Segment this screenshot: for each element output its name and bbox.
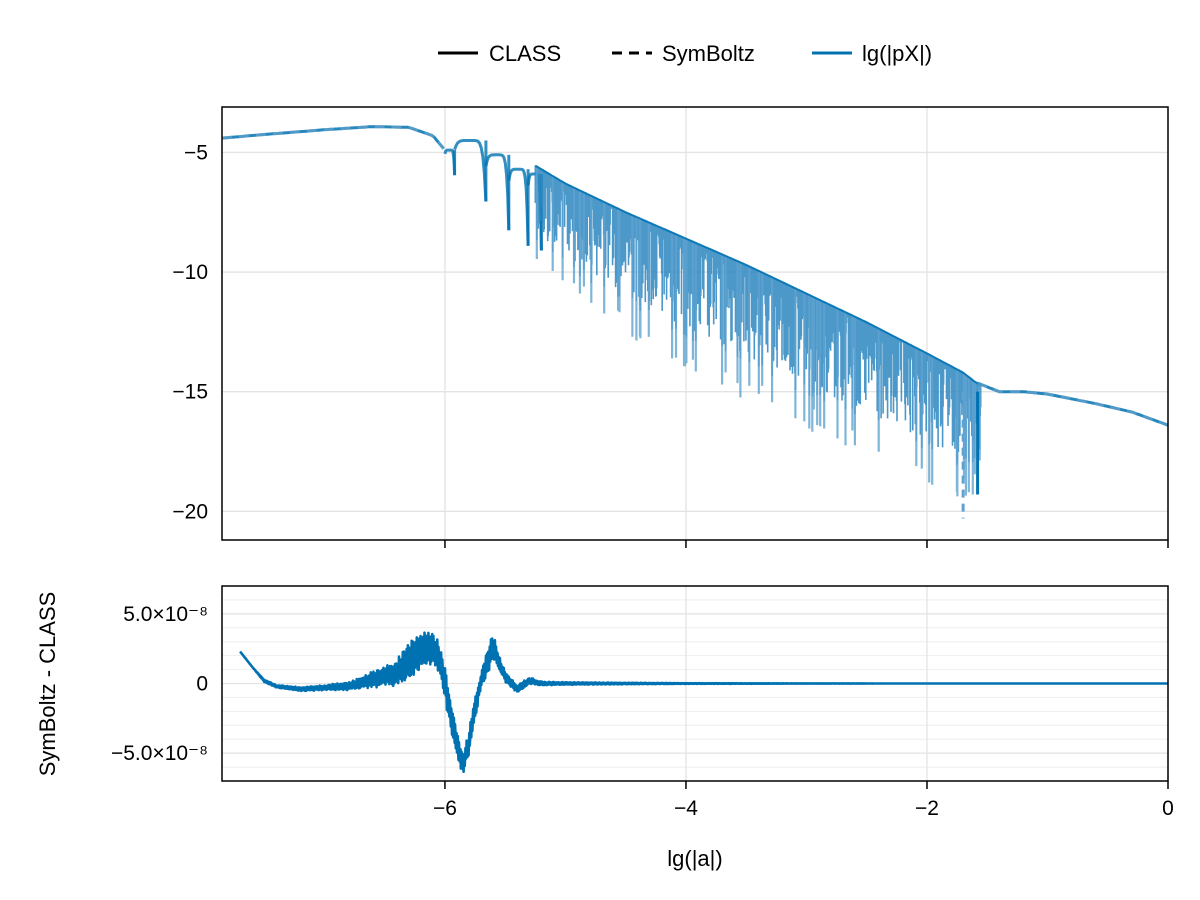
top-x-axis <box>444 540 1169 548</box>
top-curve-arch <box>453 139 488 202</box>
legend-label-class: CLASS <box>489 41 561 66</box>
top-curve-smooth-dashed <box>221 125 445 150</box>
top-curve-tail-dashed <box>977 381 1169 427</box>
top-curve-arch <box>507 167 530 246</box>
top-y-tick-label: −5 <box>184 141 208 164</box>
bottom-x-axis: −6 −4 −2 0 <box>433 781 1174 820</box>
top-y-tick-label: −20 <box>172 500 208 523</box>
bottom-plot-frame <box>221 585 1169 782</box>
top-curve-arch <box>443 148 457 176</box>
bottom-series-difference <box>239 631 1169 774</box>
x-axis-label: lg(|a|) <box>667 846 722 871</box>
legend-label-symboltz: SymBoltz <box>662 41 755 66</box>
bottom-curve-difference <box>239 631 1169 774</box>
legend: CLASS SymBoltz lg(|pX|) <box>438 41 932 66</box>
top-y-axis: −20 −15 −10 −5 <box>172 141 208 523</box>
bottom-y-axis: −5.0×10⁻⁸ 0 5.0×10⁻⁸ <box>111 603 208 765</box>
top-y-tick-label: −10 <box>172 261 208 284</box>
bottom-x-tick-label: 0 <box>1162 797 1174 820</box>
top-y-tick-label: −15 <box>172 381 208 404</box>
bottom-y-tick-label: −5.0×10⁻⁸ <box>111 742 208 765</box>
top-band-upper-edge <box>534 164 982 386</box>
top-curve-arch <box>484 153 511 231</box>
top-oscillation-spikes <box>535 166 981 497</box>
top-plot-frame <box>221 106 1169 541</box>
bottom-x-tick-label: −4 <box>674 797 698 820</box>
bottom-y-tick-label: 5.0×10⁻⁸ <box>123 603 208 626</box>
legend-label-pX: lg(|pX|) <box>862 41 932 66</box>
bottom-panel: −5.0×10⁻⁸ 0 5.0×10⁻⁸ −6 −4 −2 0 lg(|a|) SymBo… <box>35 585 1174 871</box>
y-axis-label: SymBoltz - CLASS <box>35 592 60 777</box>
top-series-pX <box>221 125 1169 519</box>
bottom-x-tick-label: −2 <box>915 797 939 820</box>
top-panel: −20 −15 −10 −5 <box>172 106 1169 548</box>
bottom-y-tick-label: 0 <box>196 673 208 696</box>
bottom-x-tick-label: −6 <box>433 797 457 820</box>
